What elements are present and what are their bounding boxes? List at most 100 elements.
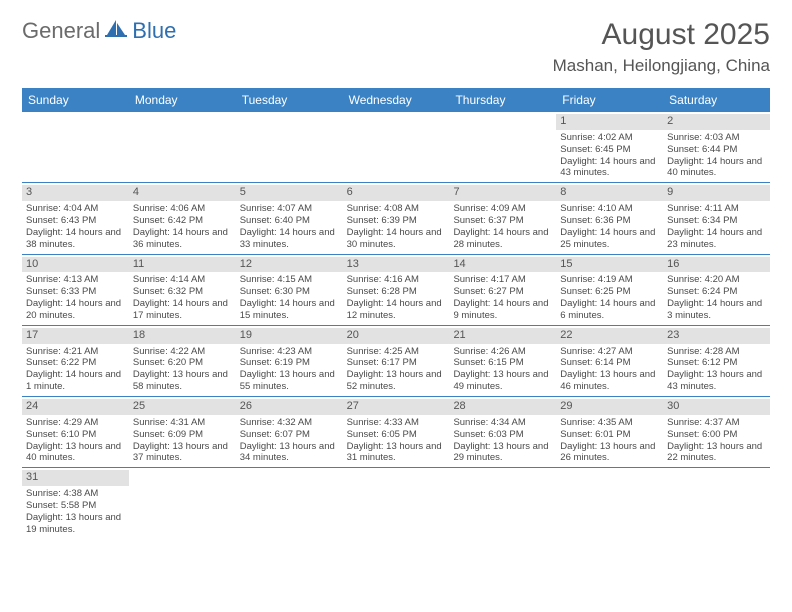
calendar-cell: 21Sunrise: 4:26 AMSunset: 6:15 PMDayligh…: [449, 326, 556, 396]
month-title: August 2025: [553, 18, 770, 52]
sunrise-text: Sunrise: 4:21 AM: [26, 346, 125, 358]
sunset-text: Sunset: 6:00 PM: [667, 429, 766, 441]
calendar-cell-empty: [236, 468, 343, 538]
sunrise-text: Sunrise: 4:32 AM: [240, 417, 339, 429]
sunrise-text: Sunrise: 4:38 AM: [26, 488, 125, 500]
daylight-text: Daylight: 13 hours and 58 minutes.: [133, 369, 232, 393]
calendar-cell: 2 Sunrise: 4:03 AMSunset: 6:44 PMDaylight…: [663, 112, 770, 182]
daylight-text: Daylight: 14 hours and 1 minute.: [26, 369, 125, 393]
sunrise-text: Sunrise: 4:27 AM: [560, 346, 659, 358]
sunset-text: Sunset: 6:45 PM: [560, 144, 659, 156]
sunset-text: Sunset: 6:34 PM: [667, 215, 766, 227]
day-number: 3: [22, 185, 129, 201]
calendar-cell: 12Sunrise: 4:15 AMSunset: 6:30 PMDayligh…: [236, 255, 343, 325]
calendar-cell-empty: [22, 112, 129, 182]
daylight-text: Daylight: 14 hours and 43 minutes.: [560, 156, 659, 180]
sunrise-text: Sunrise: 4:08 AM: [347, 203, 446, 215]
day-number: 11: [129, 257, 236, 273]
sunset-text: Sunset: 6:22 PM: [26, 357, 125, 369]
day-header: Saturday: [663, 88, 770, 112]
calendar-cell: 7Sunrise: 4:09 AMSunset: 6:37 PMDaylight…: [449, 183, 556, 253]
sunset-text: Sunset: 6:03 PM: [453, 429, 552, 441]
sunrise-text: Sunrise: 4:10 AM: [560, 203, 659, 215]
sail-icon: [105, 18, 127, 44]
sunset-text: Sunset: 5:58 PM: [26, 500, 125, 512]
calendar-cell-empty: [556, 468, 663, 538]
daylight-text: Daylight: 13 hours and 31 minutes.: [347, 441, 446, 465]
sunset-text: Sunset: 6:15 PM: [453, 357, 552, 369]
calendar-cell: 26Sunrise: 4:32 AMSunset: 6:07 PMDayligh…: [236, 397, 343, 467]
calendar-cell: 23Sunrise: 4:28 AMSunset: 6:12 PMDayligh…: [663, 326, 770, 396]
day-number: 23: [663, 328, 770, 344]
sunrise-text: Sunrise: 4:04 AM: [26, 203, 125, 215]
daylight-text: Daylight: 13 hours and 55 minutes.: [240, 369, 339, 393]
day-number: 16: [663, 257, 770, 273]
week-row: 24Sunrise: 4:29 AMSunset: 6:10 PMDayligh…: [22, 397, 770, 468]
calendar-cell-empty: [663, 468, 770, 538]
daylight-text: Daylight: 13 hours and 26 minutes.: [560, 441, 659, 465]
sunrise-text: Sunrise: 4:26 AM: [453, 346, 552, 358]
day-header: Friday: [556, 88, 663, 112]
day-header: Wednesday: [343, 88, 450, 112]
title-block: August 2025 Mashan, Heilongjiang, China: [553, 18, 770, 76]
daylight-text: Daylight: 14 hours and 15 minutes.: [240, 298, 339, 322]
sunset-text: Sunset: 6:19 PM: [240, 357, 339, 369]
calendar-cell: 25Sunrise: 4:31 AMSunset: 6:09 PMDayligh…: [129, 397, 236, 467]
sunset-text: Sunset: 6:37 PM: [453, 215, 552, 227]
calendar-cell-empty: [449, 468, 556, 538]
daylight-text: Daylight: 13 hours and 49 minutes.: [453, 369, 552, 393]
logo-part-2: Blue: [132, 18, 176, 44]
logo: General Blue: [22, 18, 176, 44]
sunrise-text: Sunrise: 4:06 AM: [133, 203, 232, 215]
week-row: 31Sunrise: 4:38 AMSunset: 5:58 PMDayligh…: [22, 468, 770, 538]
day-number: 9: [663, 185, 770, 201]
day-number: 31: [22, 470, 129, 486]
calendar-cell: 22Sunrise: 4:27 AMSunset: 6:14 PMDayligh…: [556, 326, 663, 396]
calendar-cell-empty: [129, 468, 236, 538]
sunset-text: Sunset: 6:01 PM: [560, 429, 659, 441]
day-number: 27: [343, 399, 450, 415]
sunset-text: Sunset: 6:24 PM: [667, 286, 766, 298]
sunset-text: Sunset: 6:05 PM: [347, 429, 446, 441]
calendar-cell: 11Sunrise: 4:14 AMSunset: 6:32 PMDayligh…: [129, 255, 236, 325]
week-row: 1Sunrise: 4:02 AMSunset: 6:45 PMDaylight…: [22, 112, 770, 183]
calendar-cell: 4Sunrise: 4:06 AMSunset: 6:42 PMDaylight…: [129, 183, 236, 253]
sunset-text: Sunset: 6:44 PM: [667, 144, 766, 156]
daylight-text: Daylight: 14 hours and 30 minutes.: [347, 227, 446, 251]
calendar-cell: 29Sunrise: 4:35 AMSunset: 6:01 PMDayligh…: [556, 397, 663, 467]
sunset-text: Sunset: 6:42 PM: [133, 215, 232, 227]
sunrise-text: Sunrise: 4:28 AM: [667, 346, 766, 358]
calendar-cell: 9Sunrise: 4:11 AMSunset: 6:34 PMDaylight…: [663, 183, 770, 253]
daylight-text: Daylight: 14 hours and 3 minutes.: [667, 298, 766, 322]
sunset-text: Sunset: 6:20 PM: [133, 357, 232, 369]
calendar-cell: 8Sunrise: 4:10 AMSunset: 6:36 PMDaylight…: [556, 183, 663, 253]
sunset-text: Sunset: 6:40 PM: [240, 215, 339, 227]
sunrise-text: Sunrise: 4:02 AM: [560, 132, 659, 144]
daylight-text: Daylight: 14 hours and 36 minutes.: [133, 227, 232, 251]
sunset-text: Sunset: 6:43 PM: [26, 215, 125, 227]
header: General Blue August 2025 Mashan, Heilong…: [22, 18, 770, 76]
sunrise-text: Sunrise: 4:07 AM: [240, 203, 339, 215]
day-number: 7: [449, 185, 556, 201]
calendar-cell: 14Sunrise: 4:17 AMSunset: 6:27 PMDayligh…: [449, 255, 556, 325]
day-number: 30: [663, 399, 770, 415]
calendar-cell: 30Sunrise: 4:37 AMSunset: 6:00 PMDayligh…: [663, 397, 770, 467]
day-number: 12: [236, 257, 343, 273]
daylight-text: Daylight: 13 hours and 37 minutes.: [133, 441, 232, 465]
day-number: 13: [343, 257, 450, 273]
calendar-cell-empty: [449, 112, 556, 182]
daylight-text: Daylight: 13 hours and 29 minutes.: [453, 441, 552, 465]
sunrise-text: Sunrise: 4:14 AM: [133, 274, 232, 286]
day-number: 10: [22, 257, 129, 273]
day-number: 19: [236, 328, 343, 344]
calendar-cell: 1Sunrise: 4:02 AMSunset: 6:45 PMDaylight…: [556, 112, 663, 182]
day-number: 20: [343, 328, 450, 344]
sunrise-text: Sunrise: 4:03 AM: [667, 132, 766, 144]
day-number: 2: [663, 114, 770, 130]
sunrise-text: Sunrise: 4:17 AM: [453, 274, 552, 286]
daylight-text: Daylight: 14 hours and 40 minutes.: [667, 156, 766, 180]
calendar-cell: 3Sunrise: 4:04 AMSunset: 6:43 PMDaylight…: [22, 183, 129, 253]
daylight-text: Daylight: 14 hours and 23 minutes.: [667, 227, 766, 251]
day-number: 8: [556, 185, 663, 201]
day-number: 26: [236, 399, 343, 415]
